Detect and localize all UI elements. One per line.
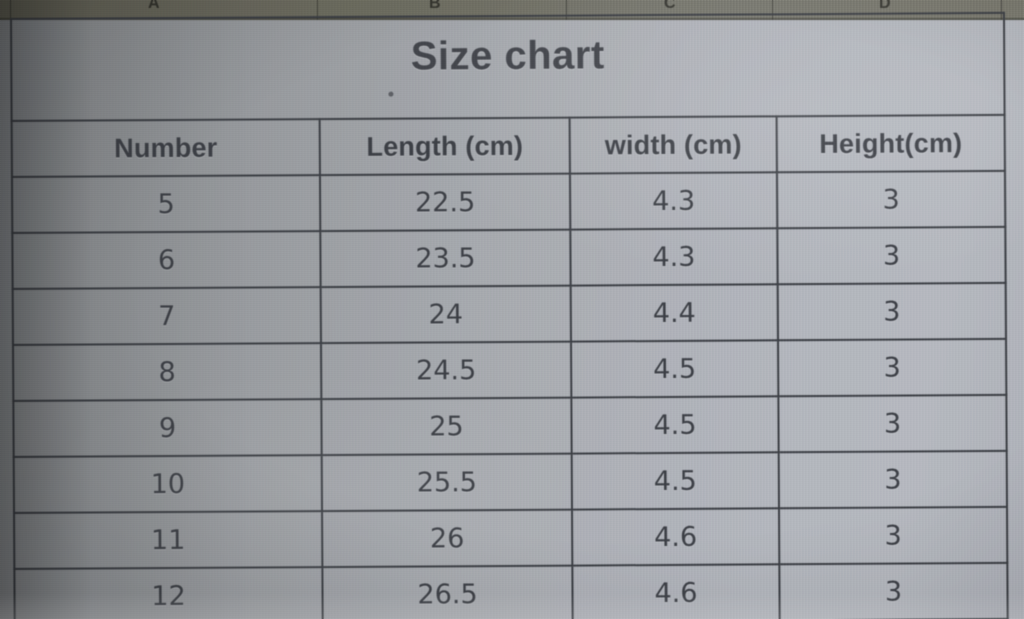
cell-width: 4.3 — [570, 228, 778, 286]
table-row: 11 26 4.6 3 — [14, 506, 1008, 569]
column-letter-c[interactable]: C — [664, 0, 677, 12]
header-number: Number — [11, 119, 320, 177]
cell-length: 25.5 — [321, 453, 573, 512]
page-title: Size chart — [410, 33, 605, 79]
column-letter-a[interactable]: A — [148, 0, 161, 12]
cell-height: 3 — [777, 338, 1007, 397]
table-row: 6 23.5 4.3 3 — [12, 226, 1006, 289]
header-width: width (cm) — [569, 116, 777, 174]
cell-height: 3 — [777, 226, 1006, 285]
cell-height: 3 — [778, 394, 1007, 453]
cell-width: 4.5 — [570, 340, 779, 398]
table-row: 12 26.5 4.6 3 — [14, 562, 1008, 619]
table-row: 10 25.5 4.5 3 — [13, 450, 1008, 513]
cell-width: 4.5 — [571, 452, 780, 510]
cell-length: 24.5 — [320, 341, 572, 400]
cell-number: 6 — [12, 231, 321, 289]
cell-height: 3 — [778, 450, 1008, 509]
size-chart-table: Size chart Number Length (cm) width (cm)… — [10, 12, 1009, 619]
cell-width: 4.6 — [572, 508, 780, 566]
cell-length: 24 — [320, 285, 571, 344]
cell-number: 10 — [13, 455, 323, 513]
cell-width: 4.5 — [571, 396, 779, 454]
dust-speck — [388, 91, 394, 97]
cell-length: 25 — [321, 397, 572, 456]
table-row: 7 24 4.4 3 — [12, 282, 1007, 345]
column-letter-d[interactable]: D — [879, 0, 892, 12]
title-row: Size chart — [11, 12, 1005, 121]
cell-number: 5 — [11, 175, 321, 233]
cell-length: 22.5 — [319, 173, 571, 232]
table-row: 9 25 4.5 3 — [13, 394, 1007, 457]
table-header-row: Number Length (cm) width (cm) Height(cm) — [11, 114, 1005, 177]
cell-width: 4.6 — [572, 564, 780, 619]
cell-number: 9 — [13, 399, 322, 457]
table-row: 8 24.5 4.5 3 — [12, 338, 1007, 401]
header-length: Length (cm) — [319, 117, 570, 176]
column-letter-b[interactable]: B — [429, 0, 442, 12]
cell-height: 3 — [779, 506, 1008, 565]
title-cell: Size chart — [11, 12, 1005, 121]
cell-height: 3 — [777, 282, 1007, 341]
cell-number: 8 — [12, 343, 322, 401]
table-row: 5 22.5 4.3 3 — [11, 170, 1006, 233]
cell-width: 4.4 — [570, 284, 778, 342]
header-height: Height(cm) — [776, 114, 1005, 173]
cell-length: 26.5 — [322, 565, 573, 619]
size-chart-table-container: Size chart Number Length (cm) width (cm)… — [10, 12, 1008, 619]
cell-number: 7 — [12, 287, 321, 345]
cell-number: 12 — [14, 567, 323, 619]
cell-width: 4.3 — [569, 172, 778, 230]
cell-length: 23.5 — [320, 229, 571, 288]
cell-height: 3 — [779, 562, 1008, 619]
cell-number: 11 — [14, 511, 323, 569]
cell-length: 26 — [322, 509, 573, 568]
cell-height: 3 — [776, 170, 1006, 229]
